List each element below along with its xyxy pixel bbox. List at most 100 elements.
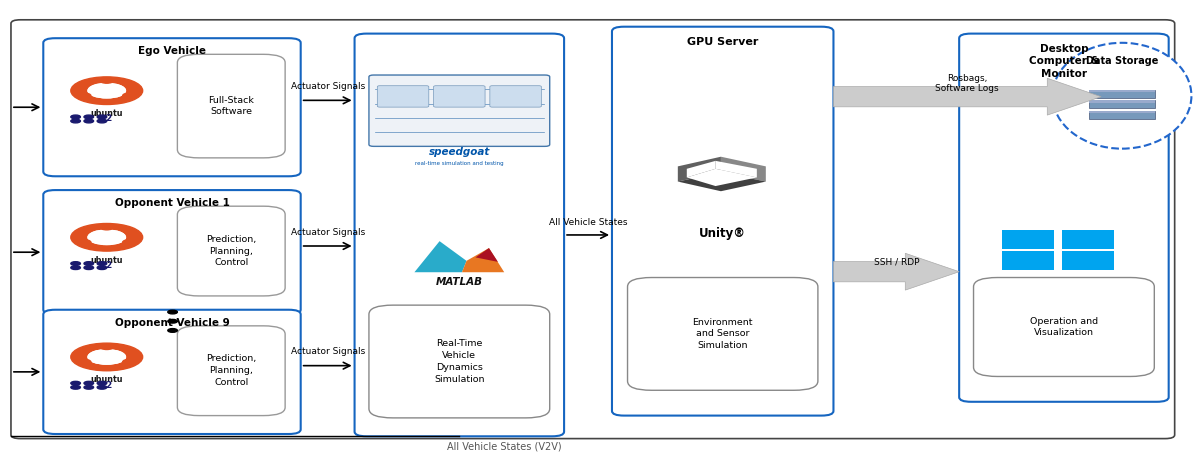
Circle shape [124,360,136,364]
Circle shape [71,119,80,123]
FancyBboxPatch shape [43,38,301,176]
Circle shape [126,361,133,363]
Text: Real-Time
Vehicle
Dynamics
Simulation: Real-Time Vehicle Dynamics Simulation [434,339,485,384]
FancyBboxPatch shape [178,54,286,158]
Circle shape [84,115,94,119]
Text: 2: 2 [106,114,112,123]
Polygon shape [721,156,766,181]
Circle shape [124,240,136,244]
FancyBboxPatch shape [1090,111,1154,119]
Text: Actuator Signals: Actuator Signals [290,228,365,237]
Circle shape [103,79,110,82]
Circle shape [77,359,91,365]
Circle shape [71,262,80,265]
Circle shape [126,241,133,244]
Circle shape [101,78,113,83]
Circle shape [71,382,80,385]
FancyBboxPatch shape [178,326,286,416]
FancyBboxPatch shape [368,75,550,146]
Circle shape [88,230,126,244]
Text: Environment
and Sensor
Simulation: Environment and Sensor Simulation [692,318,752,350]
FancyBboxPatch shape [612,27,834,416]
Circle shape [71,343,143,371]
Circle shape [84,386,94,389]
Circle shape [71,77,143,105]
Circle shape [84,266,94,269]
Circle shape [88,350,126,364]
Text: All Vehicle States (V2V): All Vehicle States (V2V) [446,442,562,451]
Circle shape [80,361,88,363]
Circle shape [88,350,126,364]
Circle shape [97,266,107,269]
Circle shape [77,240,91,245]
FancyBboxPatch shape [1062,230,1115,249]
Circle shape [100,78,114,83]
Text: MATLAB: MATLAB [436,277,482,287]
Circle shape [71,115,80,119]
Circle shape [71,224,143,251]
Circle shape [126,94,133,97]
Circle shape [97,262,107,265]
FancyBboxPatch shape [43,310,301,434]
Circle shape [101,225,113,230]
FancyBboxPatch shape [1002,230,1055,249]
Circle shape [84,382,94,385]
FancyBboxPatch shape [1090,90,1154,92]
Text: Ego Vehicle: Ego Vehicle [138,46,206,56]
Circle shape [71,386,80,389]
Circle shape [84,262,94,265]
Circle shape [122,93,137,98]
Circle shape [78,240,90,244]
FancyBboxPatch shape [368,305,550,418]
Text: 2: 2 [106,261,112,270]
FancyBboxPatch shape [11,20,1175,438]
Text: Prediction,
Planning,
Control: Prediction, Planning, Control [206,235,257,267]
FancyBboxPatch shape [1090,100,1154,108]
Circle shape [103,346,110,348]
Circle shape [122,359,137,365]
Circle shape [84,119,94,123]
Polygon shape [678,172,766,191]
Text: SSH / RDP: SSH / RDP [874,257,919,266]
Polygon shape [462,248,504,272]
FancyBboxPatch shape [973,277,1154,376]
Polygon shape [834,78,1102,115]
Circle shape [101,344,113,350]
Text: speedgoat: speedgoat [428,147,490,157]
Text: Data Storage: Data Storage [1086,56,1158,66]
Circle shape [124,94,136,98]
Text: Opponent Vehicle 1: Opponent Vehicle 1 [114,198,229,208]
Circle shape [97,115,107,119]
Circle shape [168,319,178,323]
Circle shape [100,344,114,350]
FancyBboxPatch shape [1062,251,1115,270]
Text: ubuntu: ubuntu [90,109,122,118]
Text: ubuntu: ubuntu [90,256,122,265]
FancyBboxPatch shape [354,34,564,436]
Circle shape [77,93,91,98]
Text: Rosbags,
Software Logs: Rosbags, Software Logs [936,74,1000,93]
Circle shape [71,266,80,269]
Circle shape [80,241,88,244]
Text: GPU Server: GPU Server [688,37,758,47]
Circle shape [78,94,90,98]
Circle shape [78,360,90,364]
Polygon shape [834,253,959,290]
Text: 2: 2 [106,381,112,389]
Text: Unity®: Unity® [700,227,746,240]
Circle shape [100,225,114,230]
Text: Actuator Signals: Actuator Signals [290,347,365,357]
FancyBboxPatch shape [490,86,541,107]
Ellipse shape [1052,43,1192,149]
Circle shape [168,329,178,332]
Text: Desktop
Computer &
Monitor: Desktop Computer & Monitor [1028,44,1099,79]
Circle shape [168,310,178,314]
Text: Opponent Vehicle 9: Opponent Vehicle 9 [115,318,229,328]
Circle shape [122,240,137,245]
Text: Full-Stack
Software: Full-Stack Software [209,96,254,117]
Text: Actuator Signals: Actuator Signals [290,82,365,91]
FancyBboxPatch shape [1090,90,1154,98]
FancyBboxPatch shape [178,206,286,296]
Circle shape [97,382,107,385]
Polygon shape [686,169,757,186]
